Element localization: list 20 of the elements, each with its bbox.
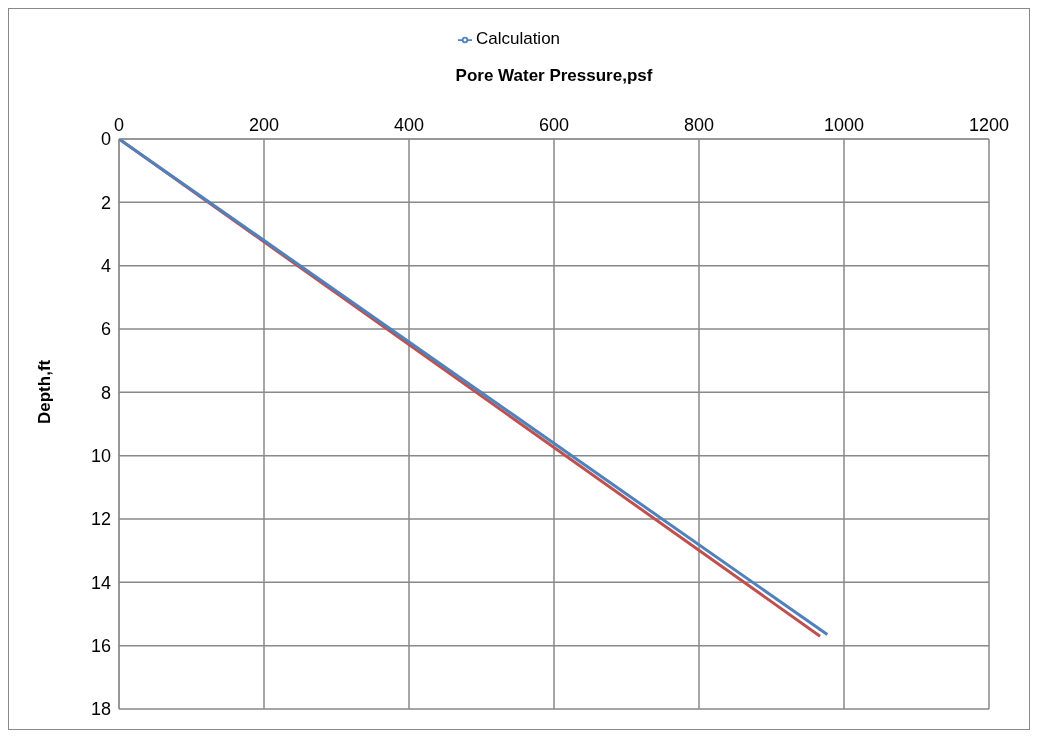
y-tick-label: 14 (90, 572, 111, 593)
x-tick-label: 1000 (823, 115, 865, 135)
x-tick-label: 400 (393, 115, 425, 135)
y-axis-title: Depth,ft (35, 359, 55, 424)
y-tick-label: 16 (90, 636, 111, 657)
y-tick-label: 6 (100, 319, 111, 340)
x-tick-label: 0 (113, 115, 125, 135)
y-tick-label: 12 (90, 509, 111, 530)
legend-label: Calculation (475, 29, 561, 48)
y-tick-label: 4 (100, 256, 111, 277)
y-tick-label: 2 (100, 192, 111, 213)
x-tick-label: 600 (538, 115, 570, 135)
y-tick-label: 8 (100, 382, 111, 403)
y-tick-label: 10 (90, 446, 111, 467)
x-tick-label: 200 (248, 115, 280, 135)
y-tick-label: 18 (90, 699, 111, 720)
y-tick-label: 0 (100, 129, 111, 150)
x-tick-label: 800 (683, 115, 715, 135)
x-tick-label: 1200 (968, 115, 1010, 135)
x-axis-title: Pore Water Pressure,psf (455, 66, 653, 86)
